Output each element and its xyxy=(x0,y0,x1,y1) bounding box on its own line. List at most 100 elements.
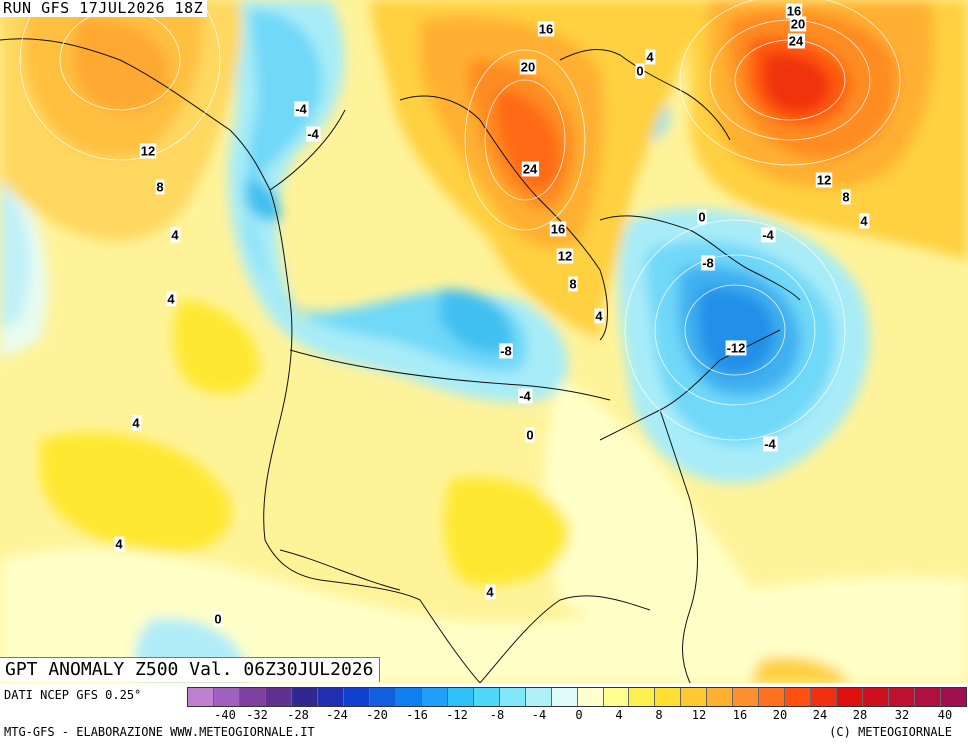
legend-tick-label: 4 xyxy=(615,708,623,722)
legend-tick-label: 8 xyxy=(655,708,663,722)
legend-tick-label: 16 xyxy=(732,708,748,722)
svg-text:16: 16 xyxy=(539,21,553,36)
contour-label: 8 xyxy=(568,276,578,292)
contour-label: 4 xyxy=(485,584,496,600)
legend-tick-label: -24 xyxy=(326,708,348,722)
legend-swatch xyxy=(577,688,604,706)
legend-tick-label: 24 xyxy=(812,708,828,722)
svg-text:4: 4 xyxy=(167,291,175,306)
svg-text:-4: -4 xyxy=(307,126,319,141)
svg-text:8: 8 xyxy=(842,189,849,204)
legend-swatch xyxy=(473,688,500,706)
legend-swatch xyxy=(811,688,838,706)
svg-text:8: 8 xyxy=(569,276,576,291)
svg-text:4: 4 xyxy=(860,213,868,228)
legend-swatch xyxy=(291,688,318,706)
svg-text:0: 0 xyxy=(526,427,533,442)
svg-text:-8: -8 xyxy=(500,343,512,358)
svg-text:16: 16 xyxy=(787,3,801,18)
contour-label: 12 xyxy=(556,248,574,264)
color-scale-legend xyxy=(187,687,967,707)
legend-tick-label: -40 xyxy=(214,708,236,722)
contour-label: -4 xyxy=(306,126,321,142)
contour-label: -4 xyxy=(294,101,309,117)
svg-text:4: 4 xyxy=(171,227,179,242)
svg-text:-4: -4 xyxy=(295,101,307,116)
legend-swatch xyxy=(239,688,266,706)
contour-label: 4 xyxy=(594,308,605,324)
footer-copyright: (C) METEOGIORNALE xyxy=(829,725,952,739)
legend-tick-label: 20 xyxy=(772,708,788,722)
legend-swatch xyxy=(343,688,370,706)
legend-swatch xyxy=(603,688,630,706)
svg-text:0: 0 xyxy=(698,209,705,224)
svg-text:-12: -12 xyxy=(727,340,746,355)
contour-label: 4 xyxy=(131,415,142,431)
legend-swatch xyxy=(785,688,812,706)
legend-swatch xyxy=(188,688,214,706)
anomaly-map-svg: 16 202416202440-4-41284416128412840-4-8-1… xyxy=(0,0,968,683)
contour-label: 16 xyxy=(549,221,567,237)
contour-label: 4 xyxy=(859,213,870,229)
legend-swatch xyxy=(421,688,448,706)
contour-label: 0 xyxy=(525,427,535,443)
legend-swatch xyxy=(759,688,786,706)
legend-swatch xyxy=(551,688,578,706)
contour-label: 4 xyxy=(166,291,177,307)
legend-swatch xyxy=(941,688,967,706)
svg-text:4: 4 xyxy=(486,584,494,599)
svg-text:12: 12 xyxy=(558,248,572,263)
contour-label: 0 xyxy=(635,63,645,79)
svg-text:4: 4 xyxy=(132,415,140,430)
contour-label: 4 xyxy=(170,227,181,243)
contour-label: 0 xyxy=(697,209,707,225)
legend-tick-label: 0 xyxy=(575,708,583,722)
svg-text:20: 20 xyxy=(791,16,805,31)
contour-label: 24 xyxy=(787,33,805,49)
contour-labels: 16 202416202440-4-41284416128412840-4-8-1… xyxy=(114,3,870,627)
legend-swatch xyxy=(265,688,292,706)
footer-credit: MTG-GFS - ELABORAZIONE WWW.METEOGIORNALE… xyxy=(4,725,315,739)
contour-label: 20 xyxy=(789,16,807,32)
contour-label: -4 xyxy=(518,388,533,404)
legend-ticks: -40 -32 -28 -24 -20 -16 -12 -8 -4 0 4 8 12 16 20 24 28 32… xyxy=(187,708,967,722)
svg-text:4: 4 xyxy=(115,536,123,551)
legend-swatch xyxy=(629,688,656,706)
contour-label: 4 xyxy=(114,536,125,552)
run-label: RUN GFS 17JUL2026 18Z xyxy=(0,0,208,17)
legend-tick-label: 40 xyxy=(937,708,953,722)
legend-swatch xyxy=(447,688,474,706)
contour-label: 8 xyxy=(841,189,851,205)
contour-label: -12 xyxy=(725,340,747,356)
svg-text:24: 24 xyxy=(523,161,538,176)
contour-label: -8 xyxy=(499,343,513,359)
contour-label: -4 xyxy=(761,227,776,243)
contour-label: 4 xyxy=(645,49,656,65)
svg-text:-4: -4 xyxy=(519,388,531,403)
map-title: GPT ANOMALY Z500 Val. 06Z30JUL2026 xyxy=(0,657,381,682)
svg-text:16: 16 xyxy=(551,221,565,236)
legend-tick-label: -8 xyxy=(489,708,505,722)
svg-text:12: 12 xyxy=(141,143,155,158)
svg-text:-8: -8 xyxy=(702,255,714,270)
contour-label: 24 xyxy=(521,161,539,177)
legend-tick-label: 28 xyxy=(852,708,868,722)
legend-tick-label: -12 xyxy=(446,708,468,722)
anomaly-map: 16 20 24 16 20 24 4 0 -4 -4 12 8 4 4 16 12 8 4 12 8 4 0 -4 -8 -1… xyxy=(0,0,968,683)
legend-tick-label: -28 xyxy=(287,708,309,722)
data-source: DATI NCEP GFS 0.25° xyxy=(4,688,142,702)
contour-label: 8 xyxy=(155,179,165,195)
svg-text:4: 4 xyxy=(595,308,603,323)
contour-label: 20 xyxy=(519,59,537,75)
svg-text:20: 20 xyxy=(521,59,535,74)
svg-text:24: 24 xyxy=(789,33,804,48)
legend-swatch xyxy=(915,688,942,706)
legend-swatch xyxy=(395,688,422,706)
legend-tick-label: -32 xyxy=(246,708,268,722)
legend-swatch xyxy=(733,688,760,706)
legend-tick-label: -20 xyxy=(366,708,388,722)
svg-text:-4: -4 xyxy=(764,436,776,451)
legend-swatch xyxy=(837,688,864,706)
legend-swatch xyxy=(317,688,344,706)
legend-tick-label: -4 xyxy=(531,708,547,722)
